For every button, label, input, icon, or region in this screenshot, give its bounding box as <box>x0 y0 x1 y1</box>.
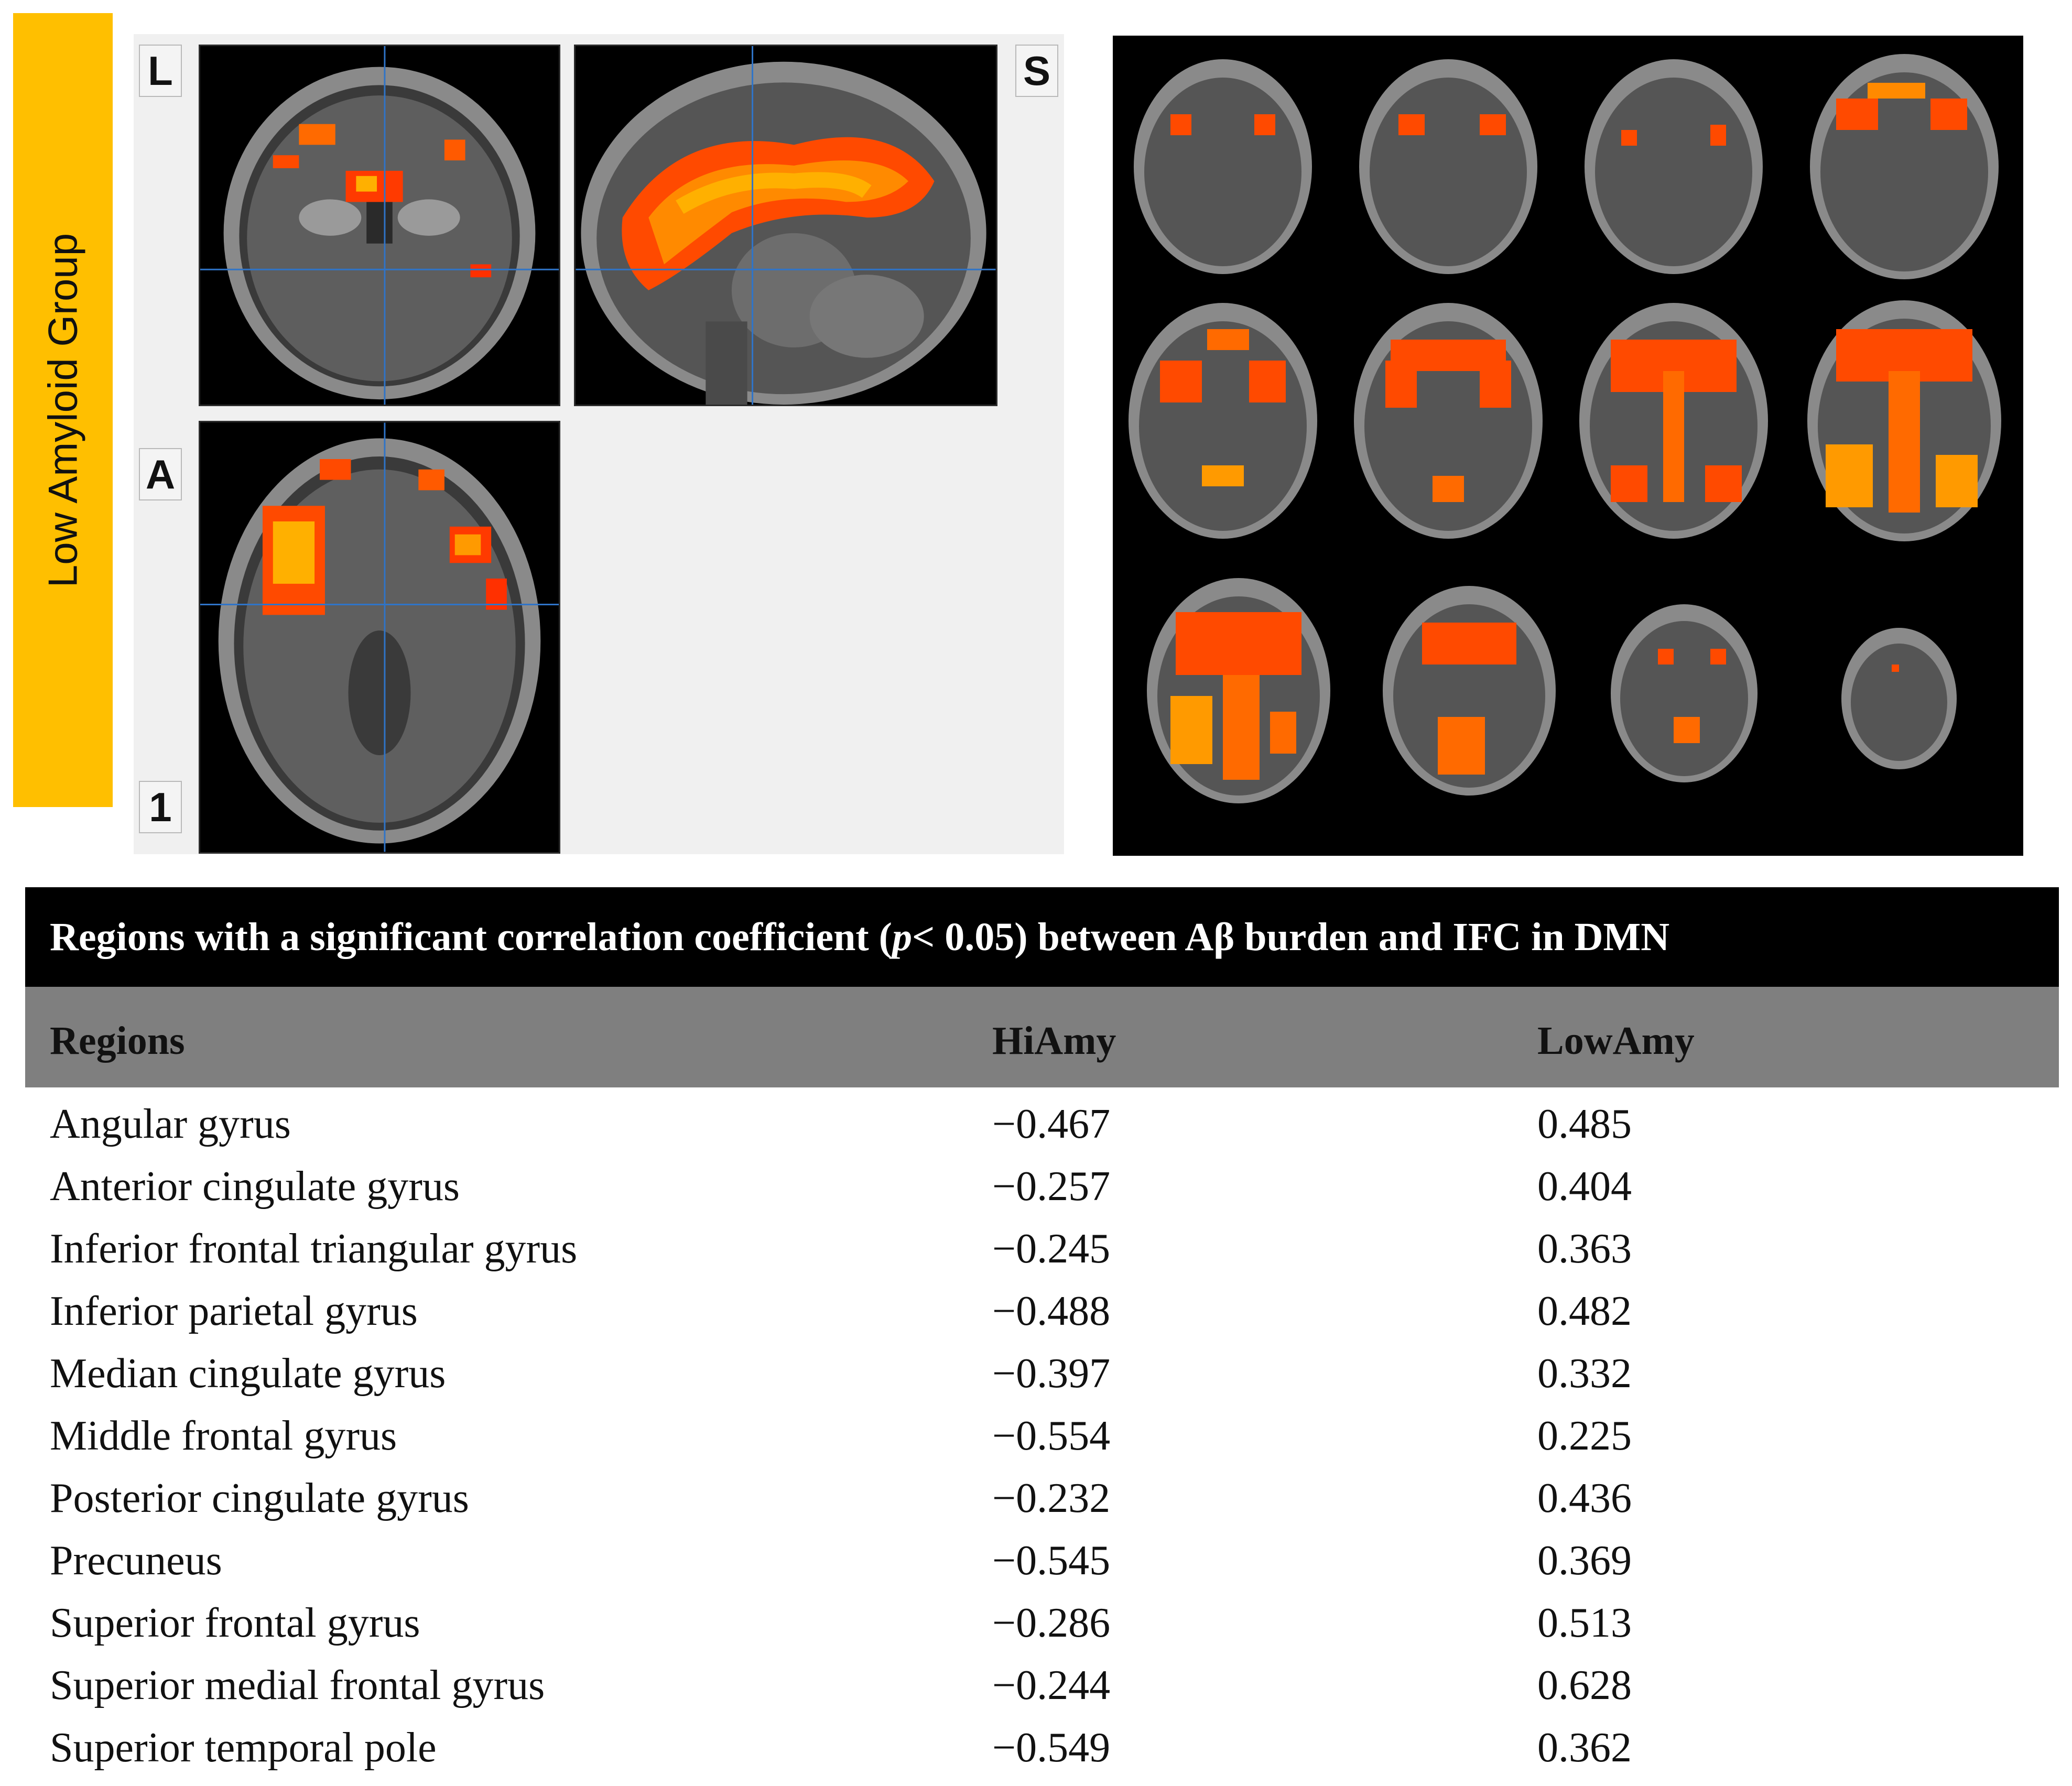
column-header-regions: Regions <box>50 1019 185 1063</box>
table-header: Regions HiAmy LowAmy <box>25 987 2059 1087</box>
hiamy-cell: −0.549 <box>992 1725 1111 1771</box>
montage-slice <box>1129 303 1317 539</box>
lowamy-cell: 0.513 <box>1537 1600 1632 1646</box>
column-header-lowamy: LowAmy <box>1537 1019 1695 1063</box>
region-cell: Precuneus <box>50 1538 222 1584</box>
table-row: Inferior frontal triangular gyrus −0.245… <box>25 1215 2059 1277</box>
table-title-p: p <box>892 914 912 959</box>
lowamy-cell: 0.363 <box>1537 1226 1632 1272</box>
table-row: Superior medial frontal gyrus −0.244 0.6… <box>25 1651 2059 1714</box>
hiamy-cell: −0.488 <box>992 1288 1111 1334</box>
region-cell: Anterior cingulate gyrus <box>50 1163 460 1210</box>
montage-slice <box>1134 59 1312 274</box>
region-cell: Middle frontal gyrus <box>50 1413 397 1459</box>
table-title-end: < 0.05) between Aβ burden and IFC in DMN <box>912 914 1670 959</box>
lowamy-cell: 0.404 <box>1537 1163 1632 1210</box>
montage-slice <box>1579 303 1768 539</box>
montage-slice <box>1147 578 1330 803</box>
region-cell: Superior frontal gyrus <box>50 1600 420 1646</box>
region-cell: Superior medial frontal gyrus <box>50 1662 545 1708</box>
montage-slice <box>1359 59 1537 274</box>
axial-slice-image[interactable] <box>199 421 560 854</box>
orientation-label-superior: S <box>1015 45 1058 97</box>
hiamy-cell: −0.257 <box>992 1163 1111 1210</box>
montage-slice <box>1383 586 1556 796</box>
hiamy-cell: −0.286 <box>992 1600 1111 1646</box>
hiamy-cell: −0.545 <box>992 1538 1111 1584</box>
table-row: Anterior cingulate gyrus −0.257 0.404 <box>25 1152 2059 1215</box>
lowamy-cell: 0.628 <box>1537 1662 1632 1708</box>
table-row: Median cingulate gyrus −0.397 0.332 <box>25 1340 2059 1402</box>
table-row: Superior frontal gyrus −0.286 0.513 <box>25 1589 2059 1651</box>
table-title-start: Regions with a significant correlation c… <box>50 914 892 959</box>
sagittal-slice-image[interactable] <box>574 45 997 406</box>
table-row: Middle frontal gyrus −0.554 0.225 <box>25 1402 2059 1464</box>
montage-slice <box>1807 300 2001 541</box>
lowamy-cell: 0.362 <box>1537 1725 1632 1771</box>
hiamy-cell: −0.245 <box>992 1226 1111 1272</box>
orientation-label-left: L <box>139 45 182 97</box>
group-label-text: Low Amyloid Group <box>39 233 86 587</box>
table-row: Inferior parietal gyrus −0.488 0.482 <box>25 1277 2059 1340</box>
montage-slice <box>1585 59 1763 274</box>
montage-slice <box>1354 303 1543 539</box>
hiamy-cell: −0.467 <box>992 1101 1111 1147</box>
hiamy-cell: −0.397 <box>992 1351 1111 1397</box>
orientation-label-anterior: A <box>139 448 182 500</box>
hiamy-cell: −0.244 <box>992 1662 1111 1708</box>
hiamy-cell: −0.232 <box>992 1475 1111 1521</box>
orthogonal-slice-viewer: L S A 1 <box>134 34 1064 854</box>
lowamy-cell: 0.482 <box>1537 1288 1632 1334</box>
hiamy-cell: −0.554 <box>992 1413 1111 1459</box>
slice-number-label: 1 <box>139 781 182 833</box>
column-header-hiamy: HiAmy <box>992 1019 1116 1063</box>
coronal-slice-image[interactable] <box>199 45 560 406</box>
table-body: Angular gyrus −0.467 0.485 Anterior cing… <box>25 1090 2059 1776</box>
region-cell: Posterior cingulate gyrus <box>50 1475 469 1521</box>
montage-slice <box>1611 604 1758 782</box>
table-title: Regions with a significant correlation c… <box>25 887 2059 987</box>
region-cell: Superior temporal pole <box>50 1725 437 1771</box>
montage-slice <box>1810 54 1999 279</box>
table-row: Posterior cingulate gyrus −0.232 0.436 <box>25 1464 2059 1527</box>
lowamy-cell: 0.369 <box>1537 1538 1632 1584</box>
region-cell: Inferior frontal triangular gyrus <box>50 1226 578 1272</box>
table-row: Angular gyrus −0.467 0.485 <box>25 1090 2059 1152</box>
table-row: Superior temporal pole −0.549 0.362 <box>25 1714 2059 1776</box>
region-cell: Median cingulate gyrus <box>50 1351 446 1397</box>
region-cell: Angular gyrus <box>50 1101 291 1147</box>
lowamy-cell: 0.332 <box>1537 1351 1632 1397</box>
lowamy-cell: 0.485 <box>1537 1101 1632 1147</box>
axial-slice-montage <box>1113 36 2023 856</box>
table-row: Precuneus −0.545 0.369 <box>25 1527 2059 1589</box>
group-label: Low Amyloid Group <box>13 13 113 807</box>
lowamy-cell: 0.436 <box>1537 1475 1632 1521</box>
montage-slice <box>1841 628 1957 769</box>
lowamy-cell: 0.225 <box>1537 1413 1632 1459</box>
region-cell: Inferior parietal gyrus <box>50 1288 418 1334</box>
